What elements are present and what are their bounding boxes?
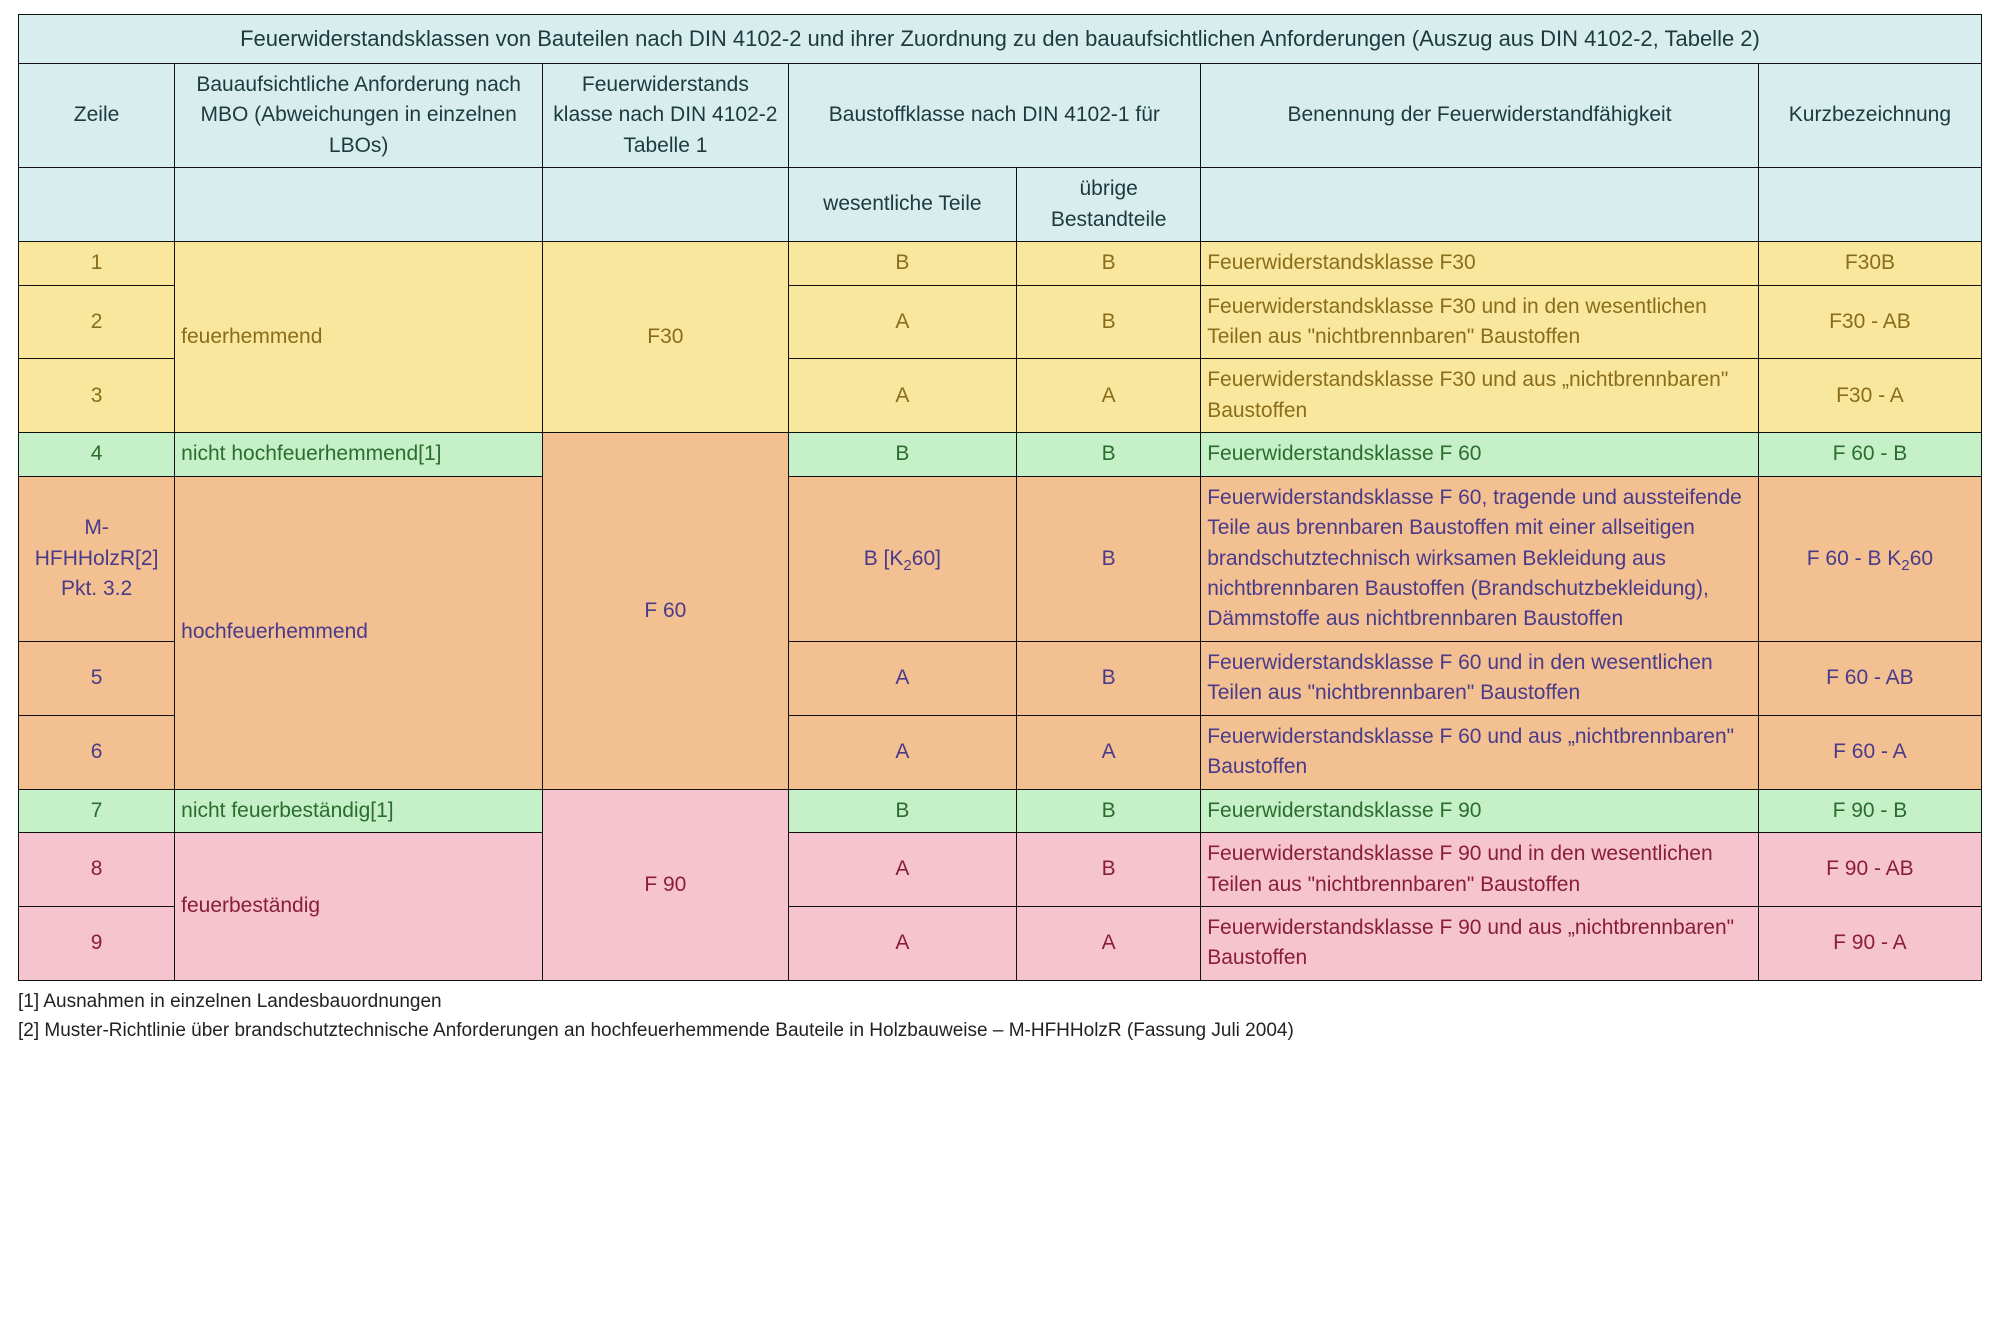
cell-kurz: F 60 - A xyxy=(1758,715,1981,789)
col-bstk: Baustoffklasse nach DIN 4102-1 für xyxy=(788,63,1201,167)
cell-zeile: 2 xyxy=(19,285,175,359)
cell-wt: A xyxy=(788,833,1017,907)
cell-wt: A xyxy=(788,906,1017,980)
cell-zeile: 4 xyxy=(19,433,175,476)
cell-fkl: F30 xyxy=(543,242,788,433)
col-benennung: Benennung der Feuerwiderstandfähigkeit xyxy=(1201,63,1759,167)
cell-ut: B xyxy=(1017,433,1201,476)
cell-ut: B xyxy=(1017,789,1201,832)
cell-wt: B xyxy=(788,433,1017,476)
fire-resistance-table: Feuerwiderstandsklassen von Bauteilen na… xyxy=(18,14,1982,981)
cell-zeile: 8 xyxy=(19,833,175,907)
hdr-empty xyxy=(19,168,175,242)
cell-ben: Feuerwiderstandsklasse F 90 und in den w… xyxy=(1201,833,1759,907)
cell-ben: Feuerwiderstandsklasse F 90 xyxy=(1201,789,1759,832)
cell-ben: Feuerwiderstandsklasse F 60 und in den w… xyxy=(1201,641,1759,715)
cell-ut: B xyxy=(1017,242,1201,285)
hdr-empty xyxy=(543,168,788,242)
col-zeile: Zeile xyxy=(19,63,175,167)
footnote-2: [2] Muster-Richtlinie über brandschutzte… xyxy=(18,1016,1982,1045)
col-fkl: Feuerwiderstands klasse nach DIN 4102-2 … xyxy=(543,63,788,167)
cell-kurz: F30 - A xyxy=(1758,359,1981,433)
cell-kurz: F 90 - A xyxy=(1758,906,1981,980)
footnote-1: [1] Ausnahmen in einzelnen Landesbauordn… xyxy=(18,987,1982,1016)
cell-fkl: F 90 xyxy=(543,789,788,980)
cell-fkl: F 60 xyxy=(543,433,788,789)
cell-zeile: M-HFHHolzR[2] Pkt. 3.2 xyxy=(19,476,175,641)
cell-wt: A xyxy=(788,359,1017,433)
cell-wt: B [K260] xyxy=(788,476,1017,641)
cell-zeile: 3 xyxy=(19,359,175,433)
cell-ut: A xyxy=(1017,715,1201,789)
cell-zeile: 6 xyxy=(19,715,175,789)
cell-wt: A xyxy=(788,715,1017,789)
cell-ut: B xyxy=(1017,833,1201,907)
footnotes: [1] Ausnahmen in einzelnen Landesbauordn… xyxy=(18,987,1982,1046)
cell-mbo: feuerbeständig xyxy=(175,833,543,981)
cell-ut: B xyxy=(1017,285,1201,359)
col-kurz: Kurzbezeichnung xyxy=(1758,63,1981,167)
col-mbo: Bauaufsichtliche Anforderung nach MBO (A… xyxy=(175,63,543,167)
cell-wt: B xyxy=(788,789,1017,832)
cell-ben: Feuerwiderstandsklasse F30 und in den we… xyxy=(1201,285,1759,359)
cell-ben: Feuerwiderstandsklasse F30 und aus „nich… xyxy=(1201,359,1759,433)
cell-ut: B xyxy=(1017,641,1201,715)
cell-kurz: F 60 - B xyxy=(1758,433,1981,476)
table-title: Feuerwiderstandsklassen von Bauteilen na… xyxy=(19,15,1982,64)
cell-ut: A xyxy=(1017,359,1201,433)
cell-ut: A xyxy=(1017,906,1201,980)
cell-ben: Feuerwiderstandsklasse F 90 und aus „nic… xyxy=(1201,906,1759,980)
cell-zeile: 7 xyxy=(19,789,175,832)
hdr-empty xyxy=(175,168,543,242)
col-bstk-u: übrige Bestandteile xyxy=(1017,168,1201,242)
cell-ben: Feuerwiderstandsklasse F 60 und aus „nic… xyxy=(1201,715,1759,789)
cell-ben: Feuerwiderstandsklasse F 60 xyxy=(1201,433,1759,476)
cell-ut: B xyxy=(1017,476,1201,641)
cell-mbo: nicht feuerbeständig[1] xyxy=(175,789,543,832)
cell-zeile: 1 xyxy=(19,242,175,285)
cell-mbo: hochfeuerhemmend xyxy=(175,476,543,789)
cell-kurz: F 90 - AB xyxy=(1758,833,1981,907)
col-bstk-w: wesentliche Teile xyxy=(788,168,1017,242)
cell-wt: A xyxy=(788,641,1017,715)
cell-mbo: feuerhemmend xyxy=(175,242,543,433)
cell-kurz: F 60 - B K260 xyxy=(1758,476,1981,641)
cell-ben: Feuerwiderstandsklasse F 60, tragende un… xyxy=(1201,476,1759,641)
cell-kurz: F 90 - B xyxy=(1758,789,1981,832)
cell-zeile: 9 xyxy=(19,906,175,980)
cell-zeile: 5 xyxy=(19,641,175,715)
cell-ben: Feuerwiderstandsklasse F30 xyxy=(1201,242,1759,285)
cell-wt: B xyxy=(788,242,1017,285)
hdr-empty xyxy=(1758,168,1981,242)
cell-kurz: F30 - AB xyxy=(1758,285,1981,359)
hdr-empty xyxy=(1201,168,1759,242)
cell-mbo: nicht hochfeuerhemmend[1] xyxy=(175,433,543,476)
cell-kurz: F30B xyxy=(1758,242,1981,285)
cell-kurz: F 60 - AB xyxy=(1758,641,1981,715)
cell-wt: A xyxy=(788,285,1017,359)
